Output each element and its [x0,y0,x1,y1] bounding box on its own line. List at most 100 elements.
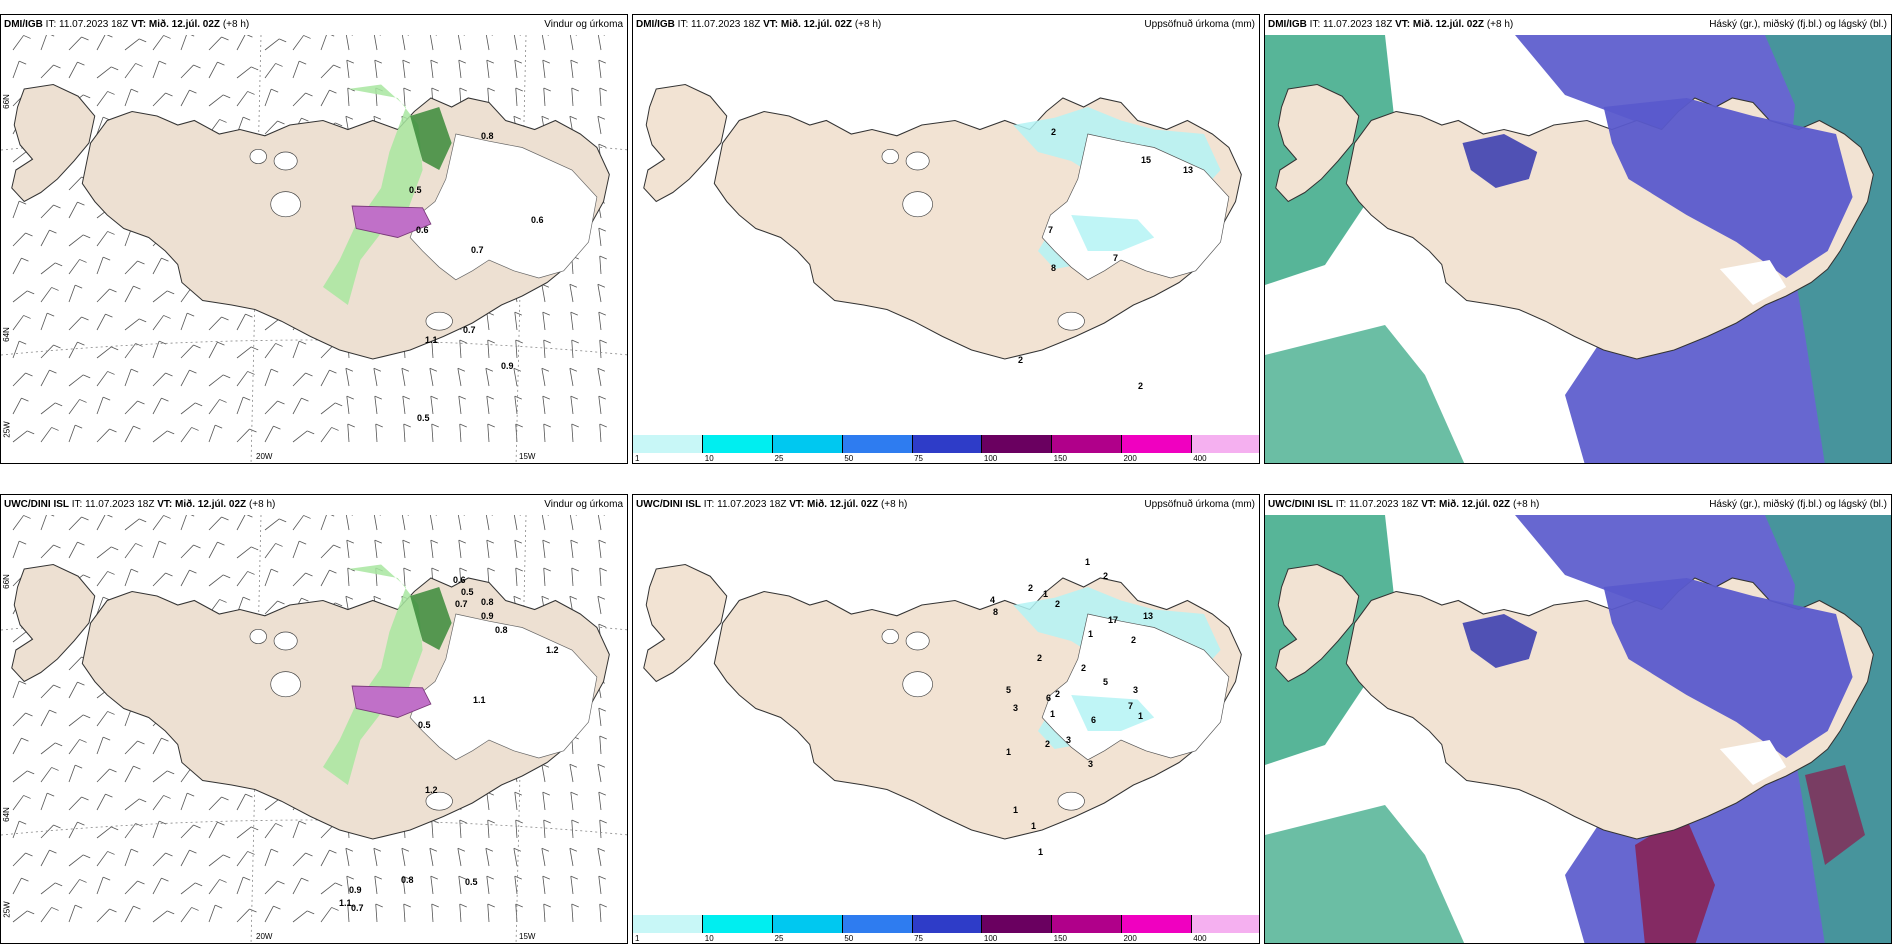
wind-barb [374,396,378,415]
wind-barb [68,739,80,755]
wind-barb [570,792,574,811]
wind-barb [236,546,252,559]
wind-barb [403,568,406,587]
wind-barb-flag [597,367,606,372]
wind-barb [40,767,52,783]
wind-barb [515,820,518,839]
colorbar-swatch [1192,435,1259,453]
wind-barb [346,396,350,415]
longitude-tick-label: 20W [256,452,273,461]
wind-barb [542,876,546,895]
westfjords-landmass [11,83,96,203]
wind-barb [597,764,602,783]
wind-barb-flag [83,94,91,99]
wind-barb-flag [431,87,439,92]
wind-value-label: 0.7 [463,325,476,335]
wind-barb-flag [223,854,231,859]
wind-barb-flag [270,568,279,573]
wind-barb-flag [403,567,411,572]
colorbar-swatch [702,915,773,933]
wind-barb [40,515,47,531]
wind-barb-flag [18,60,27,65]
wind-barb [264,38,280,51]
wind-barb [515,424,518,443]
wind-barb-flag [403,423,411,428]
wind-barb-flag [486,395,494,400]
wind-barb [373,515,378,531]
wind-barb-flag [109,428,117,433]
wind-barb [513,35,518,51]
wind-barb-flag [81,316,89,321]
wind-barb [124,543,136,559]
colorbar-tick-label: 150 [1053,934,1068,943]
wind-barb-flag [275,343,283,347]
wind-barb [40,907,52,923]
lake [249,628,267,645]
iceland-outline [1275,83,1874,360]
wind-barb-flag [514,539,522,544]
colorbar-tick-label: 400 [1193,934,1207,943]
wind-barb-flag [597,595,606,600]
wind-barb [598,708,602,727]
wind-barb [124,823,136,839]
wind-barb-flag [83,854,91,859]
longitude-tick-label: 15W [519,452,536,461]
wind-barb [459,820,462,839]
wind-barb [40,792,48,811]
wind-barb-flag [329,369,337,374]
wind-barb [264,318,280,331]
wind-barb [236,91,248,107]
wind-barb-flag [401,367,410,372]
wind-barb [457,515,462,531]
lake [270,191,301,218]
wind-barb [124,765,134,783]
wind-barb [96,908,110,923]
wind-barb-flag [130,848,139,853]
wind-barb [486,396,490,415]
colorbar-swatch [702,435,773,453]
wind-barb-flag [221,36,229,41]
wind-barb-flag [303,35,311,39]
wind-barb [40,35,47,51]
high-cloud-area [1265,805,1465,943]
panel-uwc-cloud: UWC/DINI ISL IT: 11.07.2023 18Z VT: Mið.… [1264,494,1892,944]
wind-barb [12,820,20,839]
wind-barb-flag [275,63,283,67]
wind-barb [597,515,602,531]
wind-barb-flag [139,318,147,323]
wind-barb-flag [167,430,175,435]
latitude-line [1,819,627,836]
wind-barb [40,204,54,219]
wind-barb-flag [214,424,223,429]
wind-barb [12,290,28,303]
wind-barb-flag [55,402,63,407]
wind-barb [543,568,546,587]
wind-barb-flag [50,515,55,517]
wind-barb-flag [301,877,309,882]
wind-barb-flag [431,903,439,908]
wind-barb [152,257,162,275]
wind-barb-flag [346,395,354,400]
wind-barb-flag [53,684,61,689]
map-canvas [1265,35,1891,463]
wind-barb-flag [486,59,494,64]
wind-barb-flag [21,737,29,742]
wind-barb-flag [459,87,467,92]
wind-barb-flag [79,399,87,403]
low-cloud-area [1462,134,1538,188]
wind-barb-flag [487,423,495,428]
wind-barb [598,876,602,895]
wind-barb-flag [598,227,606,232]
wind-barb-flag [515,567,523,572]
wind-barb [514,396,518,415]
wind-barb [597,116,602,135]
wind-barb-flag [165,852,173,857]
high-cloud-area [1265,325,1465,463]
wind-barb [40,287,52,303]
wind-barb [514,876,518,895]
wind-barb-flag [347,423,355,428]
wind-barb-flag [49,369,57,374]
wind-barb-flag [79,739,87,743]
wind-barb [264,425,274,443]
wind-barb-flag [374,539,382,544]
